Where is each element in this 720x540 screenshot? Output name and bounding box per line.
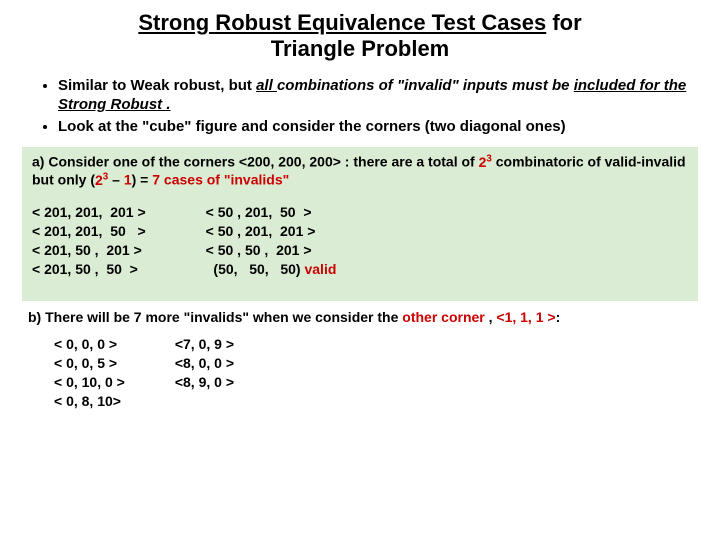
tuple: < 0, 8, 10> (54, 392, 125, 411)
tuple: < 201, 50 , 201 > (32, 241, 146, 260)
title-after: for (546, 10, 581, 35)
tuple: < 0, 0, 0 > (54, 335, 125, 354)
bullet-2: Look at the "cube" figure and consider t… (58, 118, 692, 137)
tuple: < 201, 50 , 50 > (32, 260, 146, 279)
tuple: < 0, 0, 5 > (54, 354, 125, 373)
tuple: < 50 , 201, 50 > (206, 203, 337, 222)
slide-title: Strong Robust Equivalence Test Cases for… (28, 10, 692, 63)
example-box: a) Consider one of the corners <200, 200… (22, 147, 698, 301)
bullet-1: Similar to Weak robust, but all combinat… (58, 77, 692, 115)
title-underlined: Strong Robust Equivalence Test Cases (138, 10, 546, 35)
col-b-right: <7, 0, 9 > <8, 0, 0 > <8, 9, 0 > (175, 335, 234, 411)
tuple: < 0, 10, 0 > (54, 373, 125, 392)
col-left: < 201, 201, 201 > < 201, 201, 50 > < 201… (32, 203, 146, 279)
col-right: < 50 , 201, 50 > < 50 , 201, 201 > < 50 … (206, 203, 337, 279)
col-b-left: < 0, 0, 0 > < 0, 0, 5 > < 0, 10, 0 > < 0… (54, 335, 125, 411)
box-heading: a) Consider one of the corners <200, 200… (32, 153, 688, 189)
tuple-columns-a: < 201, 201, 201 > < 201, 201, 50 > < 201… (32, 203, 688, 279)
tuple: < 50 , 201, 201 > (206, 222, 337, 241)
tuple: <7, 0, 9 > (175, 335, 234, 354)
tuple: <8, 9, 0 > (175, 373, 234, 392)
tuple: < 201, 201, 201 > (32, 203, 146, 222)
section-b: b) There will be 7 more "invalids" when … (28, 309, 692, 325)
title-line2: Triangle Problem (271, 36, 450, 61)
bullet-list: Similar to Weak robust, but all combinat… (28, 77, 692, 137)
slide: Strong Robust Equivalence Test Cases for… (0, 0, 720, 420)
tuple: <8, 0, 0 > (175, 354, 234, 373)
tuple: (50, 50, 50) valid (206, 260, 337, 279)
tuple-columns-b: < 0, 0, 0 > < 0, 0, 5 > < 0, 10, 0 > < 0… (54, 335, 692, 411)
tuple: < 50 , 50 , 201 > (206, 241, 337, 260)
tuple: < 201, 201, 50 > (32, 222, 146, 241)
